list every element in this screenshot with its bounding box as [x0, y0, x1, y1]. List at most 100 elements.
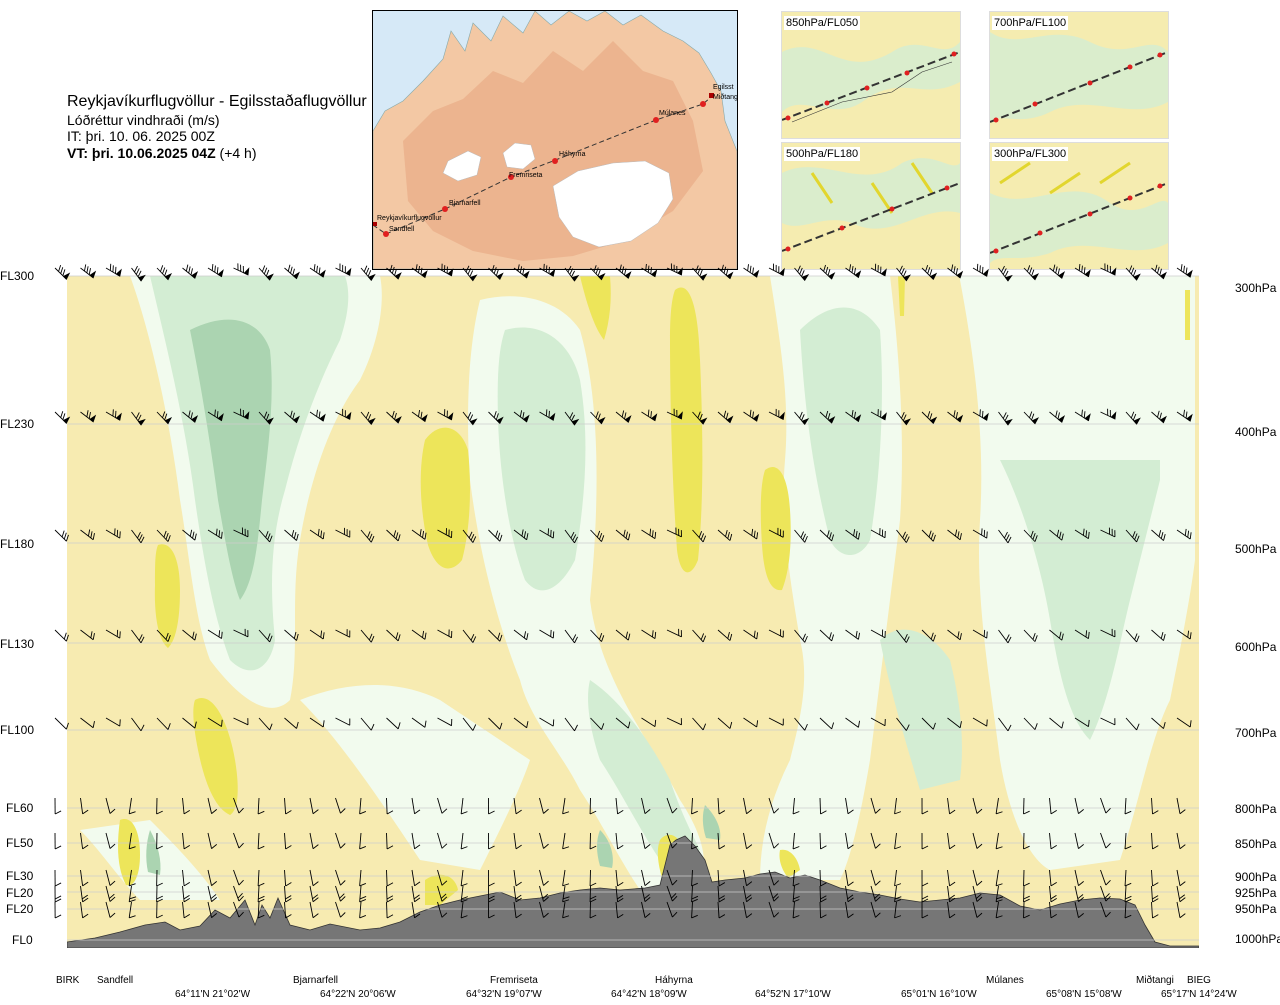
wind-barb-122 — [870, 528, 886, 539]
wind-barb-398 — [1023, 885, 1030, 903]
vertical-velocity-field — [67, 276, 1199, 948]
wind-barb-405 — [54, 901, 62, 919]
thumbnail-300-label: 300hPa/FL300 — [992, 147, 1069, 161]
place-bieg: BIEG — [1187, 975, 1211, 986]
wind-barb-424 — [539, 901, 549, 918]
wind-barb-0 — [54, 264, 71, 280]
map-route — [373, 96, 712, 235]
thumbnail-850-map — [782, 12, 960, 138]
wind-barb-228 — [128, 797, 136, 815]
wind-barb-380 — [562, 885, 570, 903]
thumbnail-300[interactable]: 300hPa/FL300 — [989, 142, 1169, 270]
wind-barb-356 — [1100, 869, 1111, 886]
wind-barb-268 — [1151, 797, 1159, 815]
level-left-8: FL20 — [6, 886, 34, 900]
wind-barb-377 — [488, 885, 495, 903]
wind-barb-101 — [335, 527, 351, 538]
wind-barb-378 — [513, 885, 522, 903]
wind-barb-154 — [539, 629, 555, 639]
wind-barb-293 — [641, 832, 651, 849]
wind-barb-109 — [539, 528, 555, 539]
wind-barb-416 — [335, 901, 346, 918]
wind-barb-409 — [156, 901, 163, 919]
wind-barb-264 — [1049, 797, 1057, 815]
wind-barb-400 — [1074, 885, 1084, 902]
wind-barb-336 — [589, 869, 597, 887]
wind-barb-15 — [437, 263, 454, 277]
level-right-2: 500hPa — [1235, 542, 1277, 556]
wind-barb-240 — [437, 797, 448, 814]
wind-barb-62 — [488, 411, 504, 425]
wind-barb-36 — [972, 263, 989, 277]
wind-barb-284 — [411, 832, 421, 850]
wind-barb-403 — [1151, 885, 1159, 903]
wind-barb-266 — [1100, 797, 1111, 814]
coord-1: 64°22'N 20°06'W — [320, 989, 396, 1000]
wind-barb-275 — [182, 832, 191, 850]
wind-barb-194 — [411, 717, 427, 728]
wind-barb-425 — [562, 901, 570, 919]
wind-barb-121 — [845, 529, 860, 540]
station-mulanes-dot — [653, 117, 659, 123]
wind-barb-16 — [462, 265, 478, 282]
wind-barb-89 — [1176, 409, 1193, 422]
wind-barb-219 — [1049, 717, 1064, 729]
map-glacier-big — [552, 160, 674, 248]
wind-barb-417 — [359, 901, 367, 919]
wind-barb-200 — [564, 717, 578, 732]
wind-barb-85 — [1074, 409, 1091, 422]
wind-barb-136 — [80, 629, 95, 641]
wind-barb-224 — [1176, 717, 1192, 728]
wind-barb-83 — [1023, 411, 1040, 425]
wind-barb-281 — [335, 832, 346, 849]
map-label-fremriseta: Fremriseta — [509, 172, 543, 179]
wind-barb-350 — [947, 869, 956, 887]
wind-barb-48 — [131, 411, 146, 426]
wind-barb-310 — [1074, 832, 1084, 849]
wind-barb-320 — [182, 869, 191, 887]
wind-barb-406 — [80, 901, 89, 919]
wind-barb-163 — [768, 629, 784, 638]
wind-barb-130 — [1074, 528, 1090, 539]
wind-barb-408 — [128, 901, 136, 919]
thumbnail-700[interactable]: 700hPa/FL100 — [989, 11, 1169, 139]
wind-barb-141 — [207, 629, 223, 639]
wind-barb-63 — [513, 410, 530, 423]
place-bjarnarfell: Bjarnarfell — [293, 975, 339, 986]
wind-barb-263 — [1023, 797, 1030, 815]
wind-barb-23 — [641, 263, 658, 278]
level-right-10: 1000hPa — [1235, 932, 1280, 946]
wind-barb-385 — [691, 885, 699, 903]
wind-barb-107 — [488, 529, 503, 542]
wind-barb-159 — [666, 628, 682, 638]
wind-barb-299 — [792, 832, 800, 850]
wind-barb-343 — [768, 869, 780, 886]
wind-barb-187 — [233, 717, 249, 726]
station-hahyrna-dot — [552, 158, 558, 164]
wind-barb-418 — [386, 901, 394, 919]
wind-barb-11 — [335, 263, 352, 276]
wind-barbs — [54, 263, 1193, 919]
thumbnail-500[interactable]: 500hPa/FL180 — [781, 142, 961, 270]
wind-barb-139 — [156, 629, 171, 642]
wind-barb-144 — [284, 629, 299, 641]
wind-barb-86 — [1100, 408, 1117, 420]
wind-barb-210 — [819, 717, 835, 730]
valid-time: VT: þri. 10.06.2025 04Z (+4 h) — [67, 145, 257, 161]
wind-barb-9 — [284, 264, 300, 280]
wind-barb-261 — [972, 797, 983, 814]
wind-barb-335 — [562, 869, 570, 887]
wind-barb-180 — [54, 717, 69, 730]
wind-barb-54 — [284, 410, 300, 424]
wind-barb-186 — [207, 717, 223, 727]
wind-barb-29 — [794, 265, 810, 282]
wind-barb-399 — [1049, 885, 1057, 903]
wind-barb-249 — [666, 797, 678, 814]
wind-barb-391 — [845, 885, 854, 903]
wind-barb-124 — [921, 529, 936, 542]
thumbnail-850[interactable]: 850hPa/FL050 — [781, 11, 961, 139]
wind-barb-366 — [207, 885, 218, 902]
wind-barb-132 — [1125, 529, 1140, 543]
wind-barb-373 — [386, 885, 394, 903]
wind-barb-80 — [947, 410, 964, 423]
